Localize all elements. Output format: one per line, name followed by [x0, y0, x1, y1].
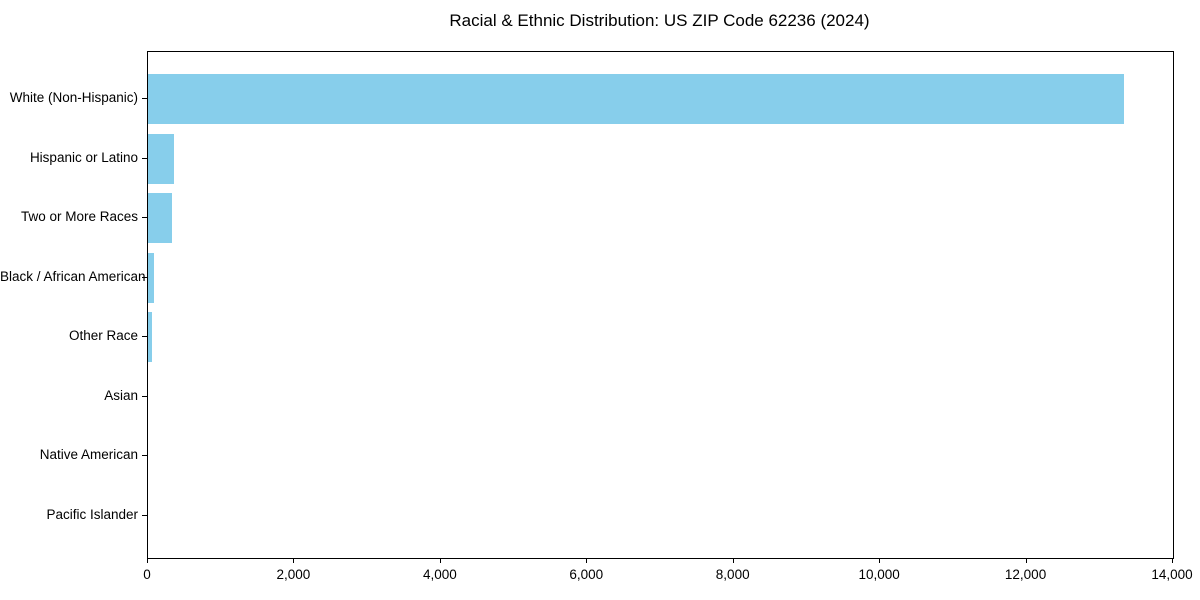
y-tick-mark: [142, 276, 147, 278]
x-tick-label: 14,000: [1151, 567, 1193, 582]
x-tick-mark: [879, 558, 881, 563]
x-tick-mark: [293, 558, 295, 563]
y-tick-mark: [142, 514, 147, 516]
x-tick-label: 6,000: [569, 567, 604, 582]
plot-area: [147, 51, 1174, 559]
bar: [148, 133, 174, 184]
y-tick-label: Pacific Islander: [46, 506, 138, 522]
x-tick-mark: [439, 558, 441, 563]
x-tick-mark: [147, 558, 148, 563]
y-tick-label: Two or More Races: [20, 209, 138, 224]
bar: [148, 193, 173, 243]
y-tick-mark: [142, 157, 147, 159]
y-tick-label: Hispanic or Latino: [29, 149, 138, 165]
x-tick-mark: [1025, 558, 1027, 563]
y-tick-mark: [142, 98, 147, 99]
y-tick-mark: [142, 455, 147, 456]
chart-title: Racial & Ethnic Distribution: US ZIP Cod…: [449, 11, 870, 30]
x-tick-label: 2,000: [276, 567, 311, 582]
x-tick-label: 12,000: [1004, 567, 1047, 582]
y-tick-label: Native American: [39, 447, 138, 462]
bar: [148, 312, 153, 362]
x-tick-mark: [586, 558, 588, 563]
y-tick-label: Other Race: [68, 328, 138, 343]
bar: [148, 74, 1124, 124]
y-tick-mark: [142, 395, 147, 397]
y-tick-label: Black / African American: [0, 268, 146, 284]
x-tick-mark: [1172, 558, 1173, 563]
x-tick-label: 4,000: [422, 567, 457, 582]
y-tick-mark: [142, 336, 147, 337]
y-tick-label: White (Non-Hispanic): [9, 90, 138, 105]
bar: [148, 252, 154, 303]
x-tick-label: 8,000: [715, 567, 750, 582]
y-tick-mark: [142, 217, 147, 218]
x-tick-mark: [732, 558, 734, 563]
x-tick-label: 10,000: [858, 567, 900, 582]
y-tick-label: Asian: [104, 387, 138, 403]
x-tick-label: 0: [143, 567, 151, 582]
